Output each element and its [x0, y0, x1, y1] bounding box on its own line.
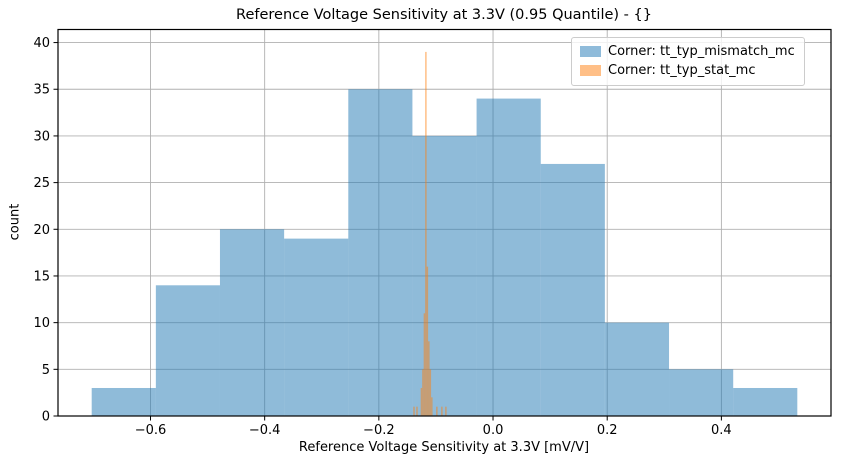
histogram-bar-tt_typ_stat_mc — [431, 397, 433, 416]
histogram-bar-tt_typ_mismatch_mc — [733, 387, 798, 416]
y-tick-label: 0 — [42, 410, 50, 425]
x-tick-label: −0.4 — [249, 423, 281, 438]
x-tick-label: −0.6 — [135, 423, 167, 438]
legend-swatch-stat — [580, 65, 601, 76]
legend-label-stat: Corner: tt_typ_stat_mc — [608, 63, 756, 78]
axes-frame — [57, 28, 832, 417]
histogram-bar-tt_typ_mismatch_mc — [669, 369, 734, 416]
legend-item-stat: Corner: tt_typ_stat_mc — [580, 61, 795, 80]
x-axis-label: Reference Voltage Sensitivity at 3.3V [m… — [298, 440, 590, 455]
legend: Corner: tt_typ_mismatch_mc Corner: tt_ty… — [571, 37, 805, 86]
y-tick-label: 40 — [33, 36, 50, 51]
chart-title: Reference Voltage Sensitivity at 3.3V (0… — [236, 7, 652, 23]
legend-label-mismatch: Corner: tt_typ_mismatch_mc — [608, 44, 795, 59]
histogram-bar-tt_typ_stat_mc — [445, 406, 447, 416]
histogram-bar-tt_typ_mismatch_mc — [155, 285, 220, 416]
y-tick-label: 15 — [33, 269, 50, 284]
histogram-bar-tt_typ_mismatch_mc — [91, 387, 156, 416]
histogram-bar-tt_typ_stat_mc — [436, 406, 438, 416]
histogram-bar-tt_typ_mismatch_mc — [348, 89, 413, 417]
legend-swatch-mismatch — [580, 46, 601, 57]
histogram-bar-tt_typ_mismatch_mc — [540, 163, 605, 416]
y-tick-label: 5 — [42, 363, 50, 378]
histogram-bar-tt_typ_stat_mc — [426, 266, 429, 416]
x-tick-label: −0.2 — [363, 423, 395, 438]
histogram-bar-tt_typ_stat_mc — [420, 387, 423, 416]
histogram-bar-tt_typ_stat_mc — [422, 369, 424, 416]
histogram-bar-tt_typ_mismatch_mc — [604, 322, 670, 416]
histogram-bar-tt_typ_stat_mc — [429, 369, 432, 416]
histogram-bar-tt_typ_mismatch_mc — [412, 135, 477, 416]
histogram-bar-tt_typ_stat_mc — [413, 406, 415, 416]
x-tick-label: 0.4 — [711, 423, 732, 438]
histogram-bar-tt_typ_stat_mc — [416, 406, 418, 416]
y-tick-label: 30 — [33, 129, 50, 144]
legend-item-mismatch: Corner: tt_typ_mismatch_mc — [580, 42, 795, 61]
x-tick-label: 0.0 — [483, 423, 504, 438]
histogram-bar-tt_typ_stat_mc — [425, 51, 427, 417]
histogram-bar-tt_typ_stat_mc — [441, 406, 443, 416]
y-tick-label: 20 — [33, 223, 50, 238]
histogram-bar-tt_typ_mismatch_mc — [476, 98, 541, 417]
y-tick-label: 10 — [33, 316, 50, 331]
histogram-bar-tt_typ_stat_mc — [423, 313, 426, 416]
histogram-bar-tt_typ_mismatch_mc — [284, 238, 349, 416]
x-tick-label: 0.2 — [597, 423, 618, 438]
y-tick-label: 35 — [33, 83, 50, 98]
histogram-bar-tt_typ_mismatch_mc — [219, 229, 285, 416]
y-tick-label: 25 — [33, 176, 50, 191]
y-axis-label: count — [7, 203, 23, 241]
histogram-bar-tt_typ_stat_mc — [428, 341, 430, 416]
